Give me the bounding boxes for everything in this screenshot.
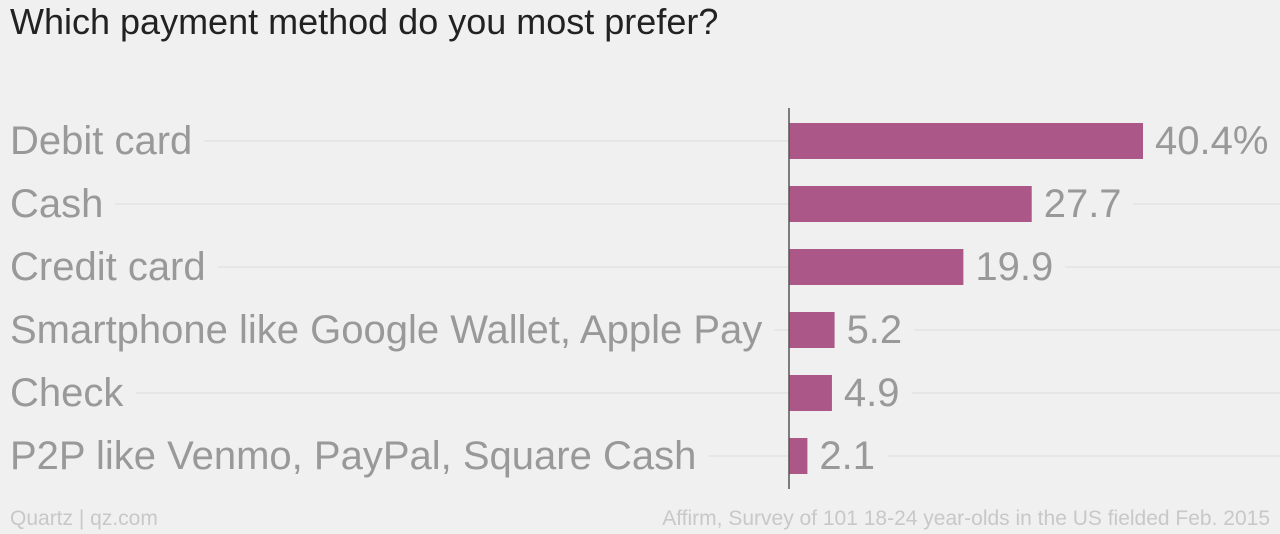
bar <box>789 123 1143 159</box>
category-label: P2P like Venmo, PayPal, Square Cash <box>10 434 696 478</box>
gridlines <box>115 140 1280 457</box>
value-label: 40.4% <box>1155 119 1268 163</box>
footer-credit: Quartz | qz.com <box>10 507 158 530</box>
chart-title: Which payment method do you most prefer? <box>10 1 719 42</box>
value-label: 27.7 <box>1044 182 1122 226</box>
footer-source: Affirm, Survey of 101 18-24 year-olds in… <box>662 507 1270 530</box>
bar <box>789 438 808 474</box>
category-label: Check <box>10 371 124 415</box>
bar <box>789 312 835 348</box>
value-label: 5.2 <box>847 308 903 352</box>
value-label: 19.9 <box>975 245 1053 289</box>
category-label: Cash <box>10 182 103 226</box>
category-label: Credit card <box>10 245 206 289</box>
category-label: Smartphone like Google Wallet, Apple Pay <box>10 308 762 352</box>
value-label: 4.9 <box>844 371 900 415</box>
value-label: 2.1 <box>819 434 875 478</box>
bar <box>789 249 964 285</box>
bar <box>789 375 832 411</box>
bars <box>789 123 1143 474</box>
labels: Debit card 40.4% Cash 27.7 Credit card 19.9 Sm… <box>10 119 1268 478</box>
category-label: Debit card <box>10 119 192 163</box>
bar <box>789 186 1032 222</box>
